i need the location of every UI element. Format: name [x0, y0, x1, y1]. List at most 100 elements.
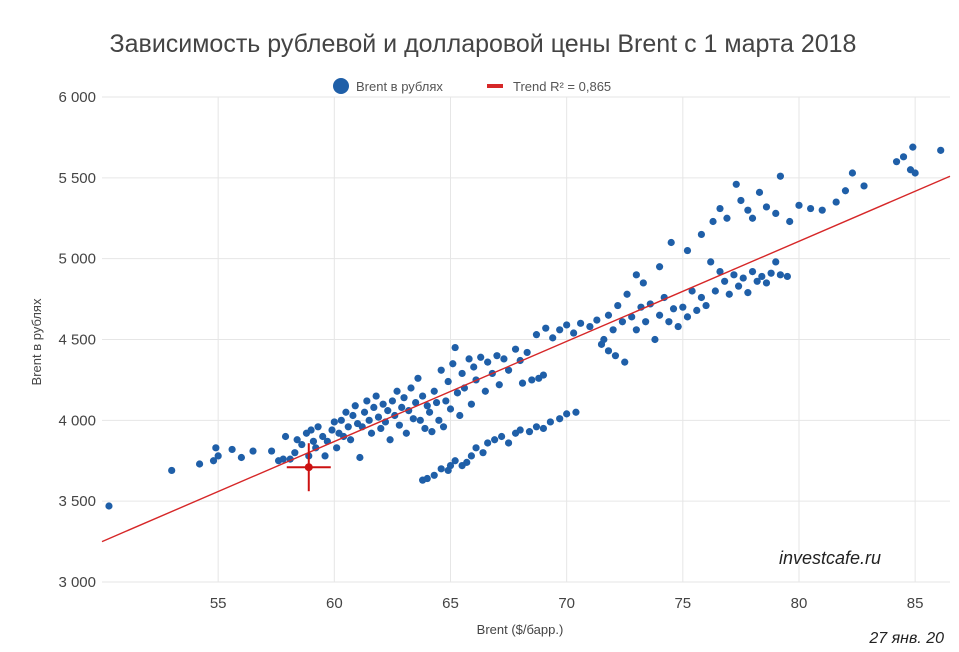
- data-point: [899, 153, 908, 161]
- data-point: [307, 426, 315, 434]
- data-point: [563, 410, 571, 418]
- data-point: [511, 345, 520, 353]
- data-point: [367, 429, 376, 437]
- data-point: [212, 444, 220, 452]
- data-point: [388, 397, 397, 405]
- data-point: [618, 318, 627, 326]
- data-point: [330, 418, 338, 426]
- data-point: [716, 204, 724, 213]
- data-point: [467, 452, 476, 460]
- legend-marker-points: [333, 78, 349, 94]
- data-point: [632, 326, 640, 334]
- data-point: [467, 400, 476, 408]
- data-point: [762, 203, 771, 211]
- data-point: [734, 282, 743, 290]
- x-tick-label: 80: [791, 595, 808, 612]
- data-point: [549, 334, 557, 342]
- data-point: [446, 462, 455, 470]
- data-point: [437, 366, 445, 374]
- data-point: [697, 293, 706, 302]
- y-tick-label: 6 000: [58, 89, 96, 106]
- data-point: [444, 377, 452, 386]
- date-stamp: 27 янв. 20: [868, 630, 944, 647]
- data-point: [493, 352, 501, 360]
- data-point: [342, 408, 350, 416]
- data-point: [105, 502, 113, 510]
- data-point: [298, 440, 306, 449]
- data-point: [409, 415, 417, 423]
- data-point: [214, 452, 222, 460]
- x-axis-label: Brent ($/барр.): [477, 622, 564, 637]
- trend-line: [101, 175, 951, 543]
- data-point: [463, 458, 471, 466]
- data-point: [393, 387, 401, 395]
- data-point: [504, 439, 513, 447]
- data-point: [484, 358, 492, 366]
- legend-marker-trend: [487, 84, 503, 88]
- data-point: [556, 326, 564, 334]
- data-point: [333, 444, 341, 452]
- data-point: [593, 316, 601, 324]
- data-point: [563, 321, 571, 329]
- data-point: [281, 432, 290, 441]
- data-point: [321, 452, 329, 460]
- data-point: [293, 436, 301, 444]
- data-point: [730, 271, 738, 279]
- data-point: [693, 306, 701, 314]
- data-point: [379, 400, 387, 408]
- data-point: [479, 449, 487, 457]
- data-point: [386, 436, 394, 444]
- x-tick-label: 55: [210, 595, 227, 612]
- data-point: [428, 428, 436, 436]
- data-point: [655, 311, 664, 319]
- data-point: [365, 416, 373, 424]
- data-point: [398, 403, 406, 411]
- data-point: [498, 432, 506, 441]
- data-point: [319, 432, 327, 441]
- x-tick-label: 85: [907, 595, 924, 612]
- data-point: [776, 172, 785, 180]
- data-point: [737, 196, 745, 205]
- data-point: [195, 460, 204, 468]
- data-point: [419, 392, 427, 400]
- data-point: [911, 169, 919, 177]
- data-point: [732, 180, 740, 188]
- data-point: [623, 290, 631, 298]
- data-point: [484, 439, 492, 447]
- data-point: [739, 274, 747, 282]
- data-point: [525, 428, 534, 436]
- data-point: [384, 407, 392, 415]
- x-tick-label: 65: [442, 595, 459, 612]
- data-point: [572, 408, 580, 416]
- data-point: [721, 277, 729, 285]
- data-point: [370, 403, 378, 411]
- data-point: [528, 376, 536, 384]
- data-point: [472, 444, 480, 452]
- data-point: [755, 188, 764, 196]
- data-point: [477, 353, 485, 361]
- data-points: [105, 143, 945, 510]
- data-point: [402, 429, 410, 437]
- data-point: [425, 408, 434, 416]
- data-point: [372, 392, 380, 400]
- data-point: [309, 437, 318, 445]
- data-point: [725, 290, 733, 298]
- highlight-group: [286, 443, 331, 492]
- data-point: [642, 318, 650, 326]
- data-point: [451, 343, 459, 352]
- data-point: [848, 169, 857, 177]
- data-point: [679, 303, 687, 311]
- data-point: [665, 318, 673, 326]
- data-point: [604, 347, 613, 355]
- data-point: [539, 424, 548, 433]
- data-point: [723, 214, 731, 222]
- data-point: [651, 335, 659, 344]
- data-point: [374, 413, 383, 421]
- data-point: [586, 322, 594, 331]
- data-point: [576, 319, 585, 327]
- axis-ticks: 3 000 3 500 4 000 4 500 5 000 5 500 6 000 55 60 6…: [58, 89, 923, 612]
- data-point: [209, 457, 218, 465]
- data-point: [423, 474, 431, 483]
- data-point: [291, 449, 299, 457]
- data-point: [753, 277, 761, 285]
